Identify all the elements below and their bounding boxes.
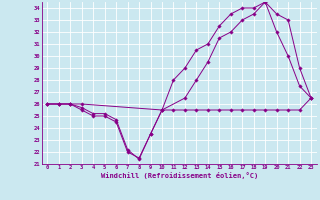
- X-axis label: Windchill (Refroidissement éolien,°C): Windchill (Refroidissement éolien,°C): [100, 172, 258, 179]
